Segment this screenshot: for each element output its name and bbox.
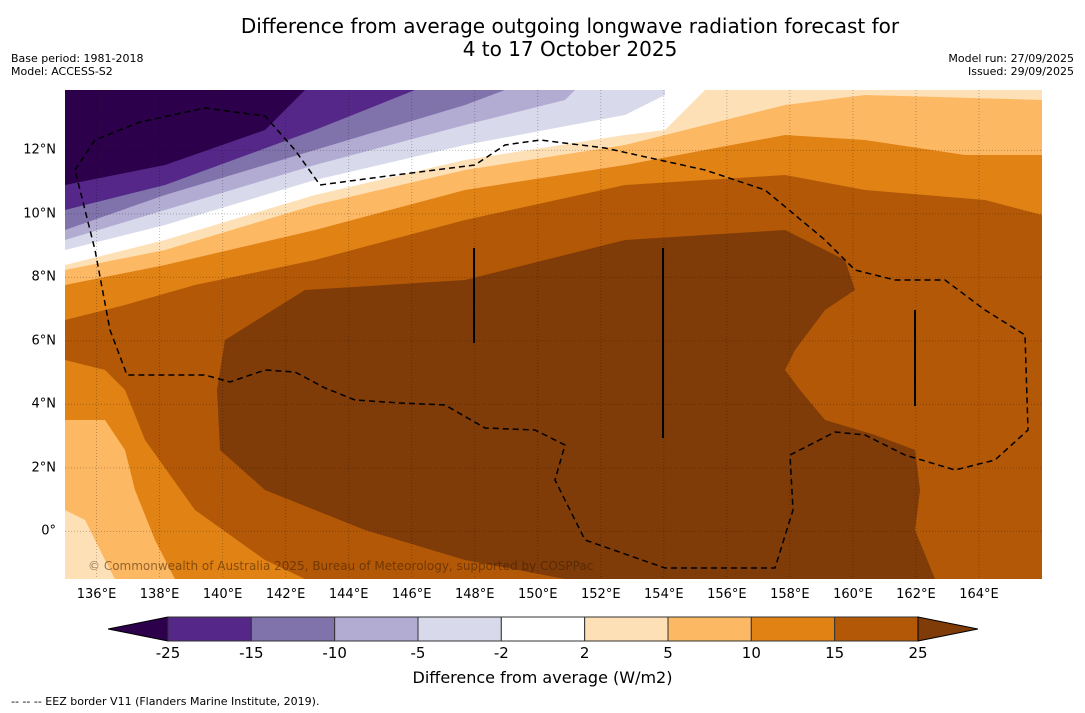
y-tick-label: 2°N — [31, 460, 57, 476]
title-line-2: 4 to 17 October 2025 — [462, 37, 678, 61]
y-tick-label: 0° — [41, 523, 56, 539]
y-tick-label: 12°N — [23, 142, 56, 158]
x-tick-label: 146°E — [391, 587, 432, 602]
colorbar-segment — [750, 616, 836, 642]
colorbar-extend-max — [917, 616, 978, 642]
x-tick-label: 156°E — [707, 587, 747, 602]
x-tick-label: 144°E — [328, 587, 369, 602]
colorbar-segment — [500, 616, 586, 642]
colorbar-segment — [250, 616, 336, 642]
model-name: Model: ACCESS-S2 — [11, 65, 113, 78]
colorbar-tick-label: 25 — [908, 644, 928, 662]
band-2-5-sw — [65, 510, 115, 579]
colorbar-tick-label: -25 — [155, 644, 181, 662]
x-tick-label: 136°E — [76, 587, 117, 602]
colorbar-tick-label: 2 — [579, 644, 590, 662]
y-tick-label: 8°N — [31, 269, 57, 285]
x-tick-label: 138°E — [139, 587, 180, 602]
colorbar-segment — [667, 616, 752, 642]
x-tick-label: 152°E — [581, 587, 621, 602]
model-run: Model run: 27/09/2025 — [948, 52, 1074, 65]
map-title: Difference from average outgoing longwav… — [0, 15, 1085, 61]
x-tick-label: 148°E — [454, 587, 495, 602]
y-tick-label: 6°N — [31, 333, 57, 349]
colorbar-segment — [584, 616, 669, 642]
colorbar-tick-label: 10 — [741, 644, 761, 662]
eez-borders — [74, 107, 1029, 569]
base-period: Base period: 1981-2018 — [11, 52, 144, 65]
x-tick-label: 142°E — [265, 587, 306, 602]
x-tick-label: 140°E — [202, 587, 243, 602]
colorbar-segment — [167, 616, 252, 642]
colorbar-tick-label: -15 — [239, 644, 264, 662]
x-tick-label: 162°E — [896, 587, 936, 602]
gridlines — [65, 90, 1042, 579]
title-line-1: Difference from average outgoing longwav… — [240, 14, 900, 38]
colorbar-label: Difference from average (W/m2) — [412, 668, 673, 687]
colorbar-segment — [417, 616, 502, 642]
colorbar-extend-min — [108, 616, 169, 642]
colorbar-tick-label: -2 — [493, 644, 509, 662]
meta-left: Base period: 1981-2018 Model: ACCESS-S2 — [11, 52, 143, 78]
copyright-notice: © Commonwealth of Australia 2025, Bureau… — [88, 559, 594, 573]
meta-right: Model run: 27/09/2025 Issued: 29/09/2025 — [948, 52, 1074, 78]
colorbar-tick-label: -10 — [322, 644, 347, 662]
x-tick-label: 150°E — [517, 587, 558, 602]
y-tick-label: 10°N — [23, 206, 56, 222]
x-tick-label: 154°E — [644, 587, 684, 602]
colorbar-segment — [334, 616, 419, 642]
colorbar-tick-label: 5 — [663, 644, 673, 662]
colorbar-tick-label: 15 — [825, 644, 845, 662]
y-tick-label: 4°N — [31, 396, 57, 412]
x-tick-label: 160°E — [833, 587, 873, 602]
band-above-25 — [217, 230, 935, 579]
x-tick-label: 164°E — [959, 587, 999, 602]
anomaly-map — [65, 90, 1042, 579]
eez-border-palau-fsm-north — [74, 107, 1029, 569]
colorbar-segment — [834, 616, 919, 642]
x-tick-label: 158°E — [770, 587, 810, 602]
eez-footnote: -- -- -- EEZ border V11 (Flanders Marine… — [11, 695, 320, 708]
issued-date: Issued: 29/09/2025 — [967, 65, 1074, 78]
colorbar-tick-label: -5 — [410, 644, 426, 662]
colorbar — [108, 616, 978, 642]
